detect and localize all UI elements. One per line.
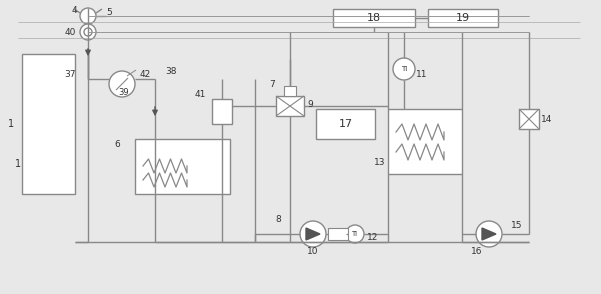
Text: 4: 4 bbox=[71, 6, 77, 14]
Bar bbox=[276, 96, 304, 116]
Circle shape bbox=[84, 28, 92, 36]
Bar bbox=[22, 54, 75, 194]
Bar bbox=[388, 109, 462, 174]
Text: 6: 6 bbox=[114, 139, 120, 148]
Text: 13: 13 bbox=[374, 158, 386, 166]
Bar bbox=[428, 9, 498, 27]
Text: 37: 37 bbox=[64, 69, 76, 78]
Circle shape bbox=[346, 225, 364, 243]
Text: TI: TI bbox=[401, 66, 407, 72]
Text: 1: 1 bbox=[8, 119, 14, 129]
Circle shape bbox=[300, 221, 326, 247]
Text: 18: 18 bbox=[367, 13, 381, 23]
Text: 40: 40 bbox=[64, 28, 76, 36]
Text: 9: 9 bbox=[307, 99, 313, 108]
Text: 1: 1 bbox=[15, 159, 21, 169]
Text: 7: 7 bbox=[269, 79, 275, 88]
Polygon shape bbox=[482, 228, 496, 240]
Text: 41: 41 bbox=[194, 89, 206, 98]
Text: 39: 39 bbox=[118, 88, 129, 96]
Text: 16: 16 bbox=[471, 248, 483, 256]
Text: 15: 15 bbox=[511, 221, 523, 230]
Bar bbox=[519, 109, 539, 129]
Text: TI: TI bbox=[352, 231, 358, 237]
Circle shape bbox=[393, 58, 415, 80]
Bar bbox=[316, 109, 375, 139]
Circle shape bbox=[80, 24, 96, 40]
Bar bbox=[328, 228, 348, 240]
Bar bbox=[135, 139, 230, 194]
Bar bbox=[333, 9, 415, 27]
Text: 8: 8 bbox=[275, 215, 281, 223]
Bar bbox=[212, 99, 232, 124]
Text: 42: 42 bbox=[140, 69, 151, 78]
Text: 38: 38 bbox=[165, 66, 177, 76]
Circle shape bbox=[80, 8, 96, 24]
Text: 11: 11 bbox=[416, 69, 428, 78]
Text: 10: 10 bbox=[307, 248, 319, 256]
Bar bbox=[284, 86, 296, 96]
Text: 12: 12 bbox=[367, 233, 379, 241]
Circle shape bbox=[109, 71, 135, 97]
Circle shape bbox=[476, 221, 502, 247]
Text: 5: 5 bbox=[106, 8, 112, 16]
Text: 14: 14 bbox=[542, 114, 553, 123]
Text: 19: 19 bbox=[456, 13, 470, 23]
Polygon shape bbox=[306, 228, 320, 240]
Text: 17: 17 bbox=[338, 119, 353, 129]
